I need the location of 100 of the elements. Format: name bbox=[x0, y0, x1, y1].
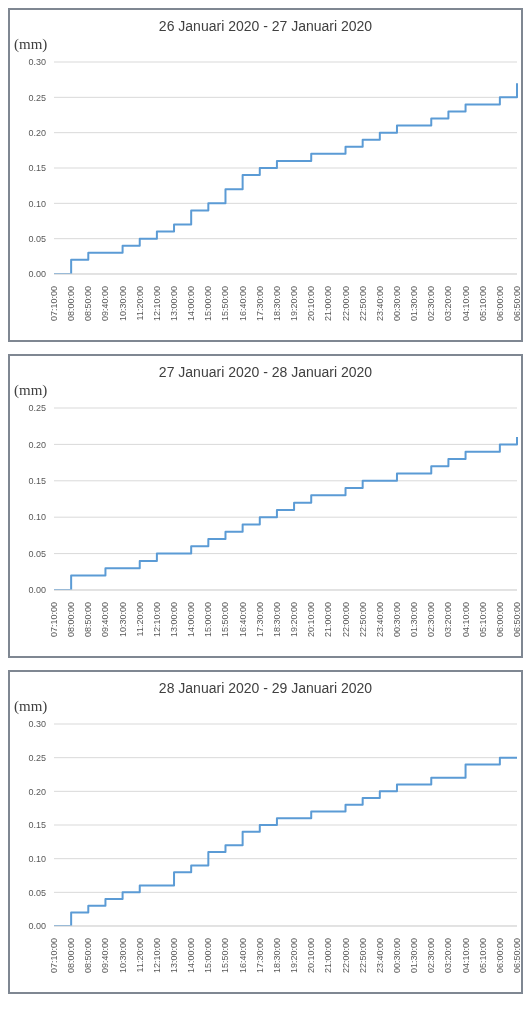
x-tick-label: 17:30:00 bbox=[254, 938, 265, 974]
y-axis-title: (mm) bbox=[14, 382, 48, 399]
x-tick-label: 03:20:00 bbox=[443, 602, 454, 638]
y-tick-label: 0.25 bbox=[28, 752, 46, 763]
y-tick-label: 0.10 bbox=[28, 512, 46, 523]
y-tick-label: 0.20 bbox=[28, 127, 46, 138]
x-tick-label: 12:10:00 bbox=[151, 938, 162, 974]
x-tick-label: 21:00:00 bbox=[323, 602, 334, 638]
x-tick-label: 06:00:00 bbox=[494, 286, 505, 322]
x-tick-label: 20:10:00 bbox=[306, 938, 317, 974]
x-tick-label: 20:10:00 bbox=[306, 286, 317, 322]
x-tick-label: 19:20:00 bbox=[289, 286, 300, 322]
y-axis-title: (mm) bbox=[14, 698, 48, 715]
x-tick-label: 10:30:00 bbox=[117, 938, 128, 974]
x-tick-label: 14:00:00 bbox=[186, 602, 197, 638]
x-tick-label: 09:40:00 bbox=[100, 602, 111, 638]
y-tick-label: 0.10 bbox=[28, 198, 46, 209]
x-tick-label: 02:30:00 bbox=[426, 938, 437, 974]
x-tick-label: 06:00:00 bbox=[494, 602, 505, 638]
x-tick-label: 16:40:00 bbox=[237, 602, 248, 638]
y-tick-label: 0.00 bbox=[28, 269, 46, 280]
x-tick-label: 18:30:00 bbox=[271, 938, 282, 974]
x-tick-label: 17:30:00 bbox=[254, 286, 265, 322]
x-tick-label: 18:30:00 bbox=[271, 602, 282, 638]
x-tick-label: 06:50:00 bbox=[512, 938, 522, 974]
x-tick-label: 19:20:00 bbox=[289, 602, 300, 638]
x-tick-label: 07:10:00 bbox=[49, 286, 59, 322]
y-tick-label: 0.25 bbox=[28, 92, 46, 103]
y-tick-label: 0.05 bbox=[28, 548, 46, 559]
y-tick-label: 0.00 bbox=[28, 585, 46, 596]
x-tick-label: 12:10:00 bbox=[151, 286, 162, 322]
x-tick-label: 06:50:00 bbox=[512, 286, 522, 322]
x-tick-label: 21:00:00 bbox=[323, 938, 334, 974]
y-axis-title: (mm) bbox=[14, 36, 48, 53]
x-tick-label: 01:30:00 bbox=[409, 286, 420, 322]
x-tick-label: 22:00:00 bbox=[340, 938, 351, 974]
x-tick-label: 04:10:00 bbox=[460, 602, 471, 638]
x-tick-label: 15:50:00 bbox=[220, 286, 231, 322]
x-tick-label: 17:30:00 bbox=[254, 602, 265, 638]
x-tick-label: 07:10:00 bbox=[49, 602, 59, 638]
x-tick-label: 02:30:00 bbox=[426, 286, 437, 322]
x-tick-label: 13:00:00 bbox=[169, 602, 180, 638]
y-tick-label: 0.15 bbox=[28, 475, 46, 486]
x-tick-label: 05:10:00 bbox=[477, 286, 488, 322]
x-tick-label: 14:00:00 bbox=[186, 286, 197, 322]
x-tick-label: 03:20:00 bbox=[443, 938, 454, 974]
x-tick-label: 09:40:00 bbox=[100, 286, 111, 322]
y-tick-label: 0.30 bbox=[28, 57, 46, 68]
x-tick-label: 22:50:00 bbox=[357, 286, 368, 322]
x-tick-label: 23:40:00 bbox=[374, 602, 385, 638]
x-tick-label: 04:10:00 bbox=[460, 938, 471, 974]
x-tick-label: 05:10:00 bbox=[477, 602, 488, 638]
x-tick-label: 14:00:00 bbox=[186, 938, 197, 974]
x-tick-label: 15:50:00 bbox=[220, 938, 231, 974]
x-tick-label: 00:30:00 bbox=[391, 938, 402, 974]
y-tick-label: 0.00 bbox=[28, 921, 46, 932]
x-tick-label: 10:30:00 bbox=[117, 602, 128, 638]
y-tick-label: 0.20 bbox=[28, 439, 46, 450]
x-tick-label: 15:00:00 bbox=[203, 938, 214, 974]
x-tick-label: 23:40:00 bbox=[374, 286, 385, 322]
x-tick-label: 15:50:00 bbox=[220, 602, 231, 638]
chart-title: 28 Januari 2020 - 29 Januari 2020 bbox=[157, 680, 374, 696]
y-tick-label: 0.30 bbox=[28, 719, 46, 730]
y-tick-label: 0.05 bbox=[28, 887, 46, 898]
x-tick-label: 08:50:00 bbox=[83, 602, 94, 638]
x-tick-label: 07:10:00 bbox=[49, 938, 59, 974]
x-tick-label: 15:00:00 bbox=[203, 602, 214, 638]
y-tick-label: 0.05 bbox=[28, 233, 46, 244]
chart-title: 27 Januari 2020 - 28 Januari 2020 bbox=[157, 364, 374, 380]
x-tick-label: 16:40:00 bbox=[237, 938, 248, 974]
y-tick-label: 0.15 bbox=[28, 820, 46, 831]
x-tick-label: 01:30:00 bbox=[409, 602, 420, 638]
x-tick-label: 08:50:00 bbox=[83, 286, 94, 322]
y-tick-label: 0.20 bbox=[28, 786, 46, 797]
x-tick-label: 23:40:00 bbox=[374, 938, 385, 974]
x-tick-label: 15:00:00 bbox=[203, 286, 214, 322]
x-tick-label: 11:20:00 bbox=[134, 602, 145, 637]
x-tick-label: 13:00:00 bbox=[169, 286, 180, 322]
x-tick-label: 11:20:00 bbox=[134, 938, 145, 973]
x-tick-label: 09:40:00 bbox=[100, 938, 111, 974]
x-tick-label: 00:30:00 bbox=[391, 602, 402, 638]
y-tick-label: 0.10 bbox=[28, 853, 46, 864]
x-tick-label: 02:30:00 bbox=[426, 602, 437, 638]
x-tick-label: 20:10:00 bbox=[306, 602, 317, 638]
x-tick-label: 08:00:00 bbox=[66, 602, 77, 638]
x-tick-label: 22:00:00 bbox=[340, 286, 351, 322]
x-tick-label: 11:20:00 bbox=[134, 286, 145, 321]
x-tick-label: 10:30:00 bbox=[117, 286, 128, 322]
x-tick-label: 05:10:00 bbox=[477, 938, 488, 974]
x-tick-label: 22:00:00 bbox=[340, 602, 351, 638]
x-tick-label: 12:10:00 bbox=[151, 602, 162, 638]
x-tick-label: 21:00:00 bbox=[323, 286, 334, 322]
chart-title: 26 Januari 2020 - 27 Januari 2020 bbox=[157, 18, 374, 34]
x-tick-label: 22:50:00 bbox=[357, 938, 368, 974]
x-tick-label: 08:50:00 bbox=[83, 938, 94, 974]
x-tick-label: 00:30:00 bbox=[391, 286, 402, 322]
x-tick-label: 16:40:00 bbox=[237, 286, 248, 322]
x-tick-label: 04:10:00 bbox=[460, 286, 471, 322]
x-tick-label: 22:50:00 bbox=[357, 602, 368, 638]
x-tick-label: 08:00:00 bbox=[66, 938, 77, 974]
